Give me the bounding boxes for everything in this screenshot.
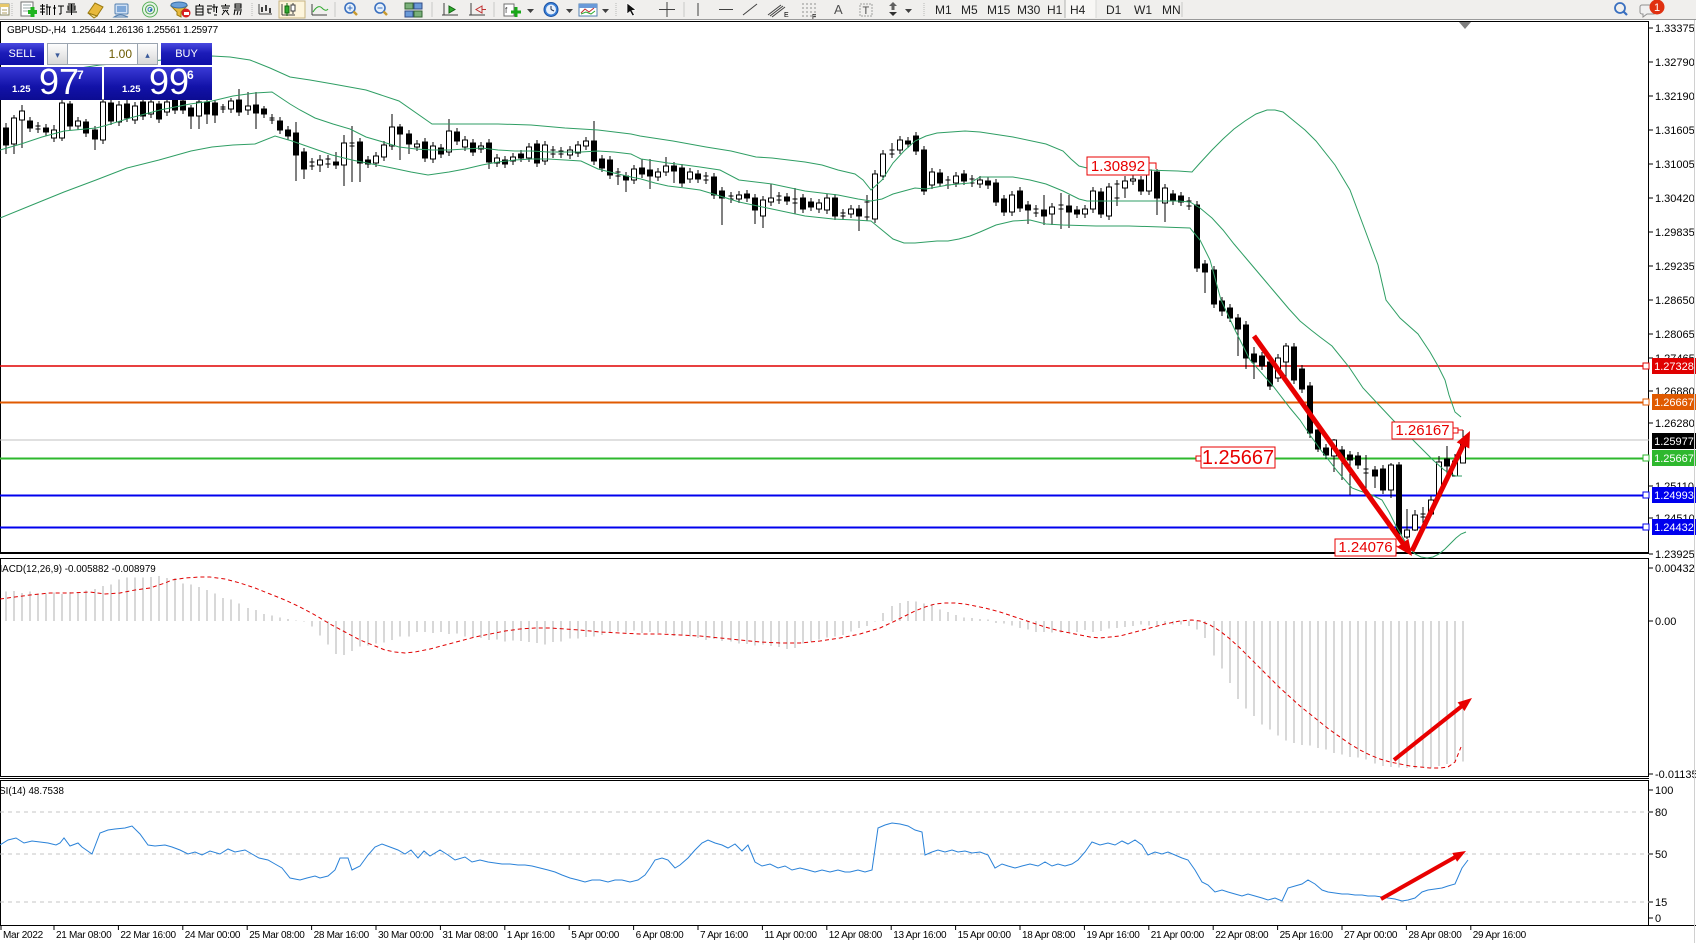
svg-text:19 Apr 16:00: 19 Apr 16:00 — [1086, 930, 1140, 941]
svg-text:25 Mar 08:00: 25 Mar 08:00 — [249, 930, 305, 941]
svg-text:29 Apr 16:00: 29 Apr 16:00 — [1473, 930, 1527, 941]
svg-text:RSI(14) 48.7538: RSI(14) 48.7538 — [0, 786, 64, 797]
svg-text:1.25667: 1.25667 — [1654, 453, 1694, 465]
svg-text:1.31605: 1.31605 — [1655, 125, 1695, 137]
svg-text:1.23925: 1.23925 — [1655, 549, 1695, 561]
svg-text:M5: M5 — [961, 3, 978, 17]
svg-text:21 Mar 08:00: 21 Mar 08:00 — [56, 930, 112, 941]
svg-text:f: f — [505, 6, 508, 15]
svg-text:1.28065: 1.28065 — [1655, 329, 1695, 341]
svg-text:22 Apr 08:00: 22 Apr 08:00 — [1215, 930, 1269, 941]
svg-text:Mar 2022: Mar 2022 — [3, 930, 44, 941]
svg-text:1.24432: 1.24432 — [1654, 522, 1694, 534]
svg-text:1.26167: 1.26167 — [1395, 422, 1449, 439]
svg-text:11 Apr 00:00: 11 Apr 00:00 — [764, 930, 817, 941]
svg-text:0: 0 — [1655, 913, 1661, 925]
svg-text:12 Apr 08:00: 12 Apr 08:00 — [829, 930, 883, 941]
svg-text:-0.01135: -0.01135 — [1655, 769, 1696, 781]
svg-text:80: 80 — [1655, 807, 1667, 819]
svg-text:1.33375: 1.33375 — [1655, 23, 1695, 35]
svg-text:100: 100 — [1655, 785, 1673, 797]
svg-text:0.00: 0.00 — [1655, 616, 1676, 628]
svg-text:1.32190: 1.32190 — [1655, 91, 1695, 103]
svg-text:22 Mar 16:00: 22 Mar 16:00 — [120, 930, 176, 941]
svg-text:24 Mar 00:00: 24 Mar 00:00 — [185, 930, 241, 941]
svg-text:31 Mar 08:00: 31 Mar 08:00 — [442, 930, 498, 941]
svg-text:1.30892: 1.30892 — [1091, 158, 1145, 175]
svg-text:W1: W1 — [1134, 3, 1152, 17]
svg-text:7 Apr 16:00: 7 Apr 16:00 — [700, 930, 749, 941]
svg-text:1.32790: 1.32790 — [1655, 57, 1695, 69]
svg-text:1.25977: 1.25977 — [1654, 436, 1694, 448]
svg-text:1.31005: 1.31005 — [1655, 159, 1695, 171]
svg-text:13 Apr 16:00: 13 Apr 16:00 — [893, 930, 947, 941]
svg-text:28 Apr 08:00: 28 Apr 08:00 — [1408, 930, 1462, 941]
svg-text:M15: M15 — [987, 3, 1011, 17]
svg-text:MN: MN — [1162, 3, 1181, 17]
svg-text:E: E — [784, 12, 789, 19]
svg-text:GBPUSD-,H4 1.25644 1.26136 1.: GBPUSD-,H4 1.25644 1.26136 1.25561 1.259… — [7, 25, 219, 36]
svg-text:F: F — [812, 14, 816, 20]
svg-text:50: 50 — [1655, 849, 1667, 861]
svg-text:5 Apr 00:00: 5 Apr 00:00 — [571, 930, 620, 941]
svg-text:1: 1 — [1654, 2, 1660, 14]
svg-text:1.26667: 1.26667 — [1654, 397, 1694, 409]
svg-text:T: T — [863, 5, 870, 17]
svg-text:1.25667: 1.25667 — [1202, 447, 1274, 469]
svg-text:D1: D1 — [1106, 3, 1122, 17]
svg-text:1.24076: 1.24076 — [1338, 539, 1392, 556]
svg-text:15: 15 — [1655, 897, 1667, 909]
svg-text:1.26280: 1.26280 — [1655, 418, 1695, 430]
svg-text:M1: M1 — [935, 3, 952, 17]
svg-text:15 Apr 00:00: 15 Apr 00:00 — [958, 930, 1012, 941]
svg-text:25 Apr 16:00: 25 Apr 16:00 — [1280, 930, 1334, 941]
svg-text:0.00432: 0.00432 — [1655, 563, 1695, 575]
svg-text:1.30420: 1.30420 — [1655, 193, 1695, 205]
svg-text:H4: H4 — [1070, 3, 1086, 17]
svg-text:1.27328: 1.27328 — [1654, 361, 1694, 373]
svg-text:A: A — [834, 2, 843, 17]
svg-text:18 Apr 08:00: 18 Apr 08:00 — [1022, 930, 1076, 941]
svg-text:27 Apr 00:00: 27 Apr 00:00 — [1344, 930, 1398, 941]
svg-text:1.29835: 1.29835 — [1655, 227, 1695, 239]
svg-text:MACD(12,26,9) -0.005882 -0.008: MACD(12,26,9) -0.005882 -0.008979 — [0, 564, 156, 575]
svg-text:1.28650: 1.28650 — [1655, 295, 1695, 307]
svg-text:6 Apr 08:00: 6 Apr 08:00 — [636, 930, 685, 941]
svg-text:21 Apr 00:00: 21 Apr 00:00 — [1151, 930, 1205, 941]
svg-text:28 Mar 16:00: 28 Mar 16:00 — [314, 930, 370, 941]
svg-text:1 Apr 16:00: 1 Apr 16:00 — [507, 930, 556, 941]
svg-text:30 Mar 00:00: 30 Mar 00:00 — [378, 930, 434, 941]
svg-text:M30: M30 — [1017, 3, 1041, 17]
svg-text:1.24993: 1.24993 — [1654, 490, 1694, 502]
svg-text:1.29235: 1.29235 — [1655, 261, 1695, 273]
svg-text:H1: H1 — [1047, 3, 1063, 17]
